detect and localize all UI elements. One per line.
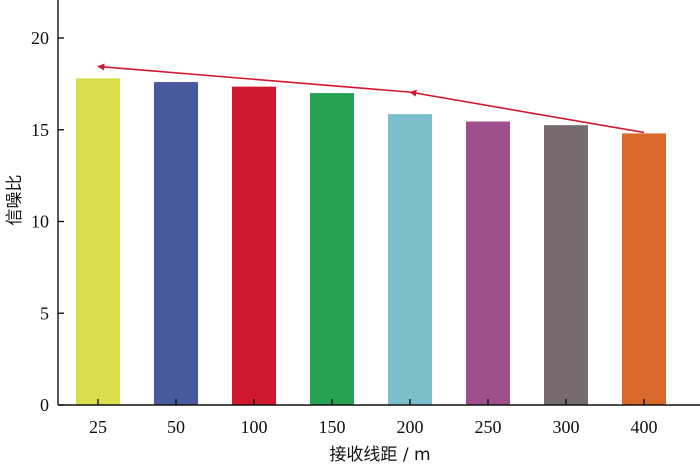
trend-arrow-segment [409, 89, 645, 134]
x-tick-label: 50 [167, 417, 185, 437]
x-tick-label: 25 [89, 417, 107, 437]
y-tick-label: 20 [31, 28, 49, 48]
y-tick-label: 0 [40, 395, 49, 415]
x-tick-label: 200 [397, 417, 424, 437]
bar-25 [76, 78, 120, 406]
x-tick-label: 250 [475, 417, 502, 437]
bar-400 [622, 133, 666, 406]
x-tick-label: 150 [319, 417, 346, 437]
y-tick-label: 5 [40, 303, 49, 323]
bar-300 [544, 125, 588, 405]
y-tick-label: 15 [31, 120, 49, 140]
bar-200 [388, 114, 432, 405]
bar-50 [154, 82, 198, 405]
trend-arrow-segment [97, 63, 411, 93]
x-tick-label: 300 [553, 417, 580, 437]
y-axis-title: 信噪比 [5, 175, 25, 226]
y-tick-label: 10 [31, 212, 49, 232]
axes-group [57, 0, 700, 406]
x-tick-label: 400 [631, 417, 658, 437]
x-ticks-group: 25 50 100 150 200 250 300 400 [89, 399, 658, 437]
x-tick-label: 100 [241, 417, 268, 437]
x-axis-title: 接收线距 / m [329, 445, 430, 465]
bar-250 [466, 121, 510, 406]
y-ticks-group: 0 5 10 15 20 [31, 28, 64, 415]
bars-group [76, 78, 666, 406]
annotations-group [97, 63, 645, 134]
bar-150 [310, 93, 354, 406]
bar-100 [232, 86, 276, 405]
